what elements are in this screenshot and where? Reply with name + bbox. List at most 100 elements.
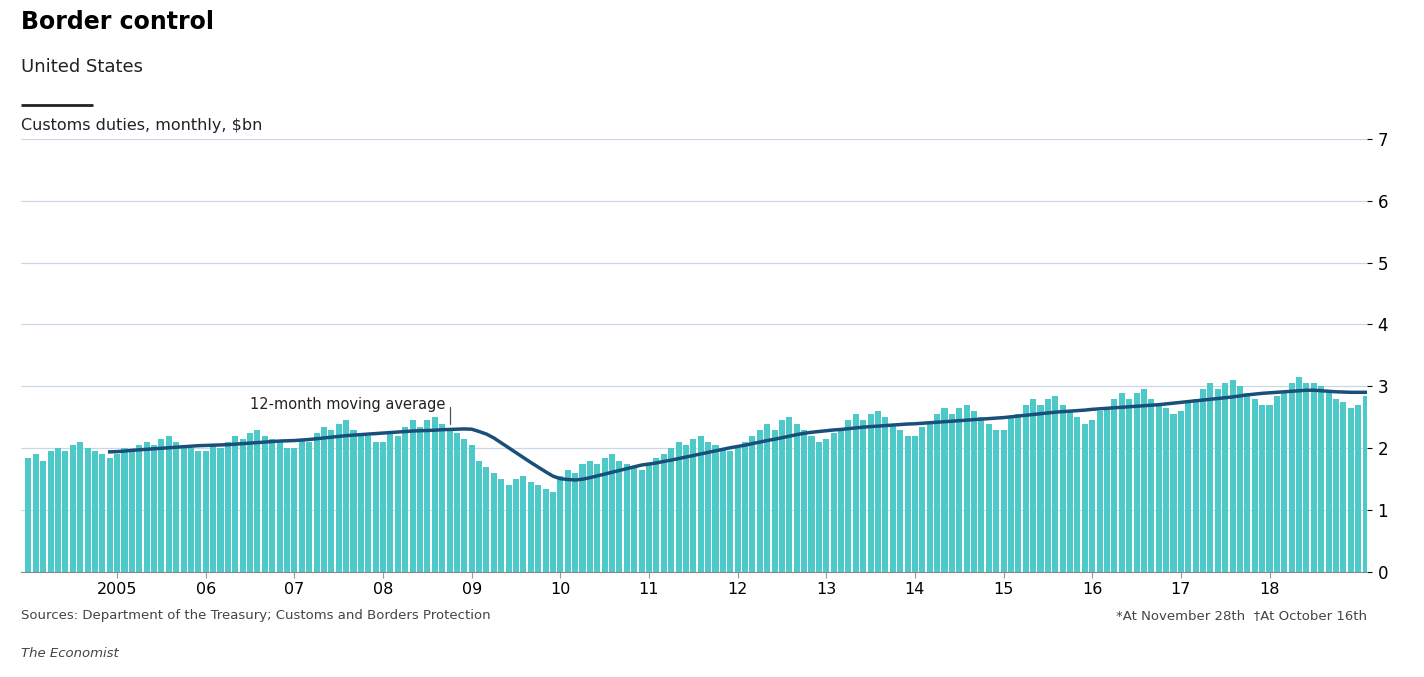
Bar	[63, 452, 68, 572]
Bar	[1082, 424, 1088, 572]
Bar	[1347, 408, 1354, 572]
Bar	[491, 473, 497, 572]
Bar	[151, 445, 157, 572]
Bar	[255, 430, 261, 572]
Text: United States: United States	[21, 58, 144, 76]
Bar	[1229, 380, 1236, 572]
Bar	[188, 448, 194, 572]
Bar	[84, 448, 91, 572]
Bar	[816, 442, 822, 572]
Bar	[1237, 387, 1243, 572]
Bar	[1326, 393, 1331, 572]
Bar	[1185, 402, 1192, 572]
Bar	[654, 458, 659, 572]
Bar	[772, 430, 778, 572]
Bar	[728, 452, 733, 572]
Bar	[380, 442, 386, 572]
Bar	[276, 442, 282, 572]
Bar	[1414, 395, 1420, 572]
Bar	[684, 445, 689, 572]
Bar	[1363, 395, 1368, 572]
Bar	[853, 414, 859, 572]
Bar	[1312, 383, 1317, 572]
Bar	[594, 464, 601, 572]
Bar	[786, 417, 792, 572]
Bar	[402, 427, 409, 572]
Bar	[114, 454, 120, 572]
Bar	[1208, 383, 1213, 572]
Bar	[195, 452, 201, 572]
Text: Sources: Department of the Treasury; Customs and Borders Protection: Sources: Department of the Treasury; Cus…	[21, 609, 491, 622]
Bar	[70, 445, 75, 572]
Bar	[735, 448, 740, 572]
Bar	[779, 420, 785, 572]
Bar	[1303, 383, 1310, 572]
Bar	[601, 458, 608, 572]
Bar	[793, 424, 800, 572]
Bar	[373, 442, 379, 572]
Bar	[137, 445, 142, 572]
Bar	[1421, 399, 1424, 572]
Bar	[971, 411, 977, 572]
Bar	[1274, 395, 1280, 572]
Bar	[1015, 414, 1021, 572]
Bar	[165, 436, 172, 572]
Bar	[712, 445, 719, 572]
Bar	[1163, 408, 1169, 572]
Bar	[33, 454, 38, 572]
Bar	[77, 442, 83, 572]
Bar	[1289, 383, 1294, 572]
Bar	[867, 414, 874, 572]
Bar	[1200, 389, 1206, 572]
Bar	[1356, 405, 1361, 572]
Bar	[1059, 405, 1065, 572]
Bar	[225, 442, 231, 572]
Bar	[410, 420, 416, 572]
Bar	[638, 470, 645, 572]
Bar	[56, 448, 61, 572]
Bar	[158, 439, 164, 572]
Bar	[218, 448, 224, 572]
Bar	[306, 442, 312, 572]
Bar	[1252, 399, 1257, 572]
Bar	[232, 436, 238, 572]
Bar	[698, 436, 703, 572]
Text: The Economist: The Economist	[21, 647, 120, 660]
Bar	[550, 492, 555, 572]
Bar	[624, 464, 629, 572]
Bar	[897, 430, 903, 572]
Bar	[587, 460, 592, 572]
Bar	[1222, 383, 1229, 572]
Bar	[292, 448, 298, 572]
Bar	[1001, 430, 1007, 572]
Bar	[535, 485, 541, 572]
Bar	[883, 417, 889, 572]
Bar	[1141, 389, 1146, 572]
Bar	[1400, 387, 1405, 572]
Bar	[661, 454, 666, 572]
Bar	[343, 420, 349, 572]
Bar	[107, 458, 112, 572]
Bar	[1333, 399, 1339, 572]
Bar	[26, 458, 31, 572]
Bar	[1178, 411, 1183, 572]
Bar	[802, 430, 807, 572]
Bar	[447, 430, 453, 572]
Bar	[765, 424, 770, 572]
Bar	[675, 442, 682, 572]
Bar	[431, 417, 437, 572]
Bar	[1319, 387, 1324, 572]
Bar	[721, 448, 726, 572]
Bar	[985, 424, 993, 572]
Bar	[128, 452, 135, 572]
Bar	[668, 448, 674, 572]
Bar	[387, 433, 393, 572]
Bar	[40, 460, 46, 572]
Bar	[1089, 420, 1095, 572]
Bar	[528, 482, 534, 572]
Bar	[557, 476, 564, 572]
Bar	[121, 448, 128, 572]
Bar	[357, 433, 365, 572]
Bar	[1193, 399, 1199, 572]
Bar	[299, 439, 305, 572]
